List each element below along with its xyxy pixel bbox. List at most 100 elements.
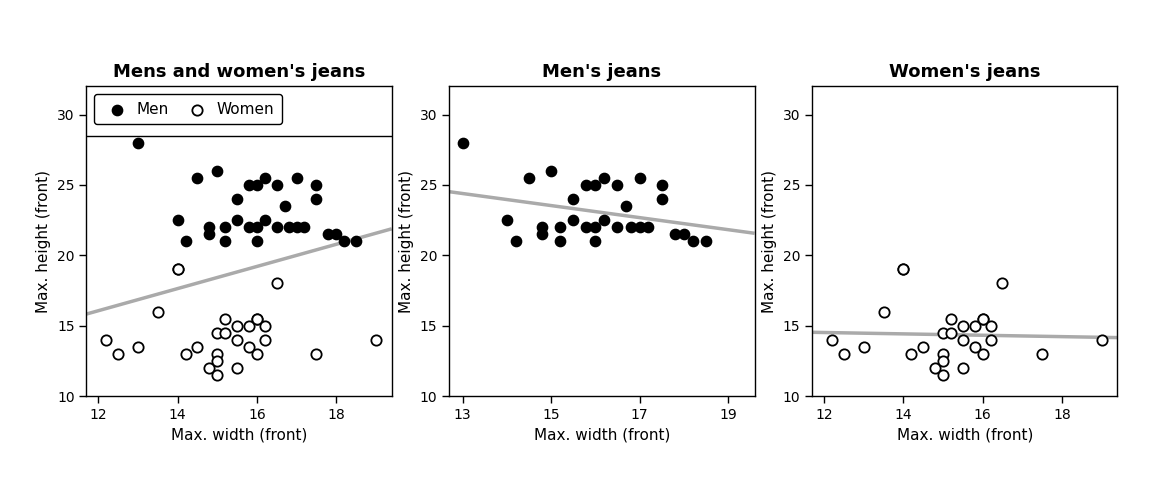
- Point: [652, 181, 670, 189]
- Point: [507, 238, 525, 245]
- Women: [149, 308, 167, 315]
- Point: [564, 195, 583, 203]
- Women: [366, 336, 385, 344]
- X-axis label: Max. width (front): Max. width (front): [170, 427, 308, 443]
- Point: [652, 195, 670, 203]
- Point: [934, 350, 953, 358]
- Point: [594, 216, 613, 224]
- Point: [855, 343, 873, 350]
- Point: [564, 216, 583, 224]
- Point: [608, 223, 627, 231]
- Women: [97, 336, 115, 344]
- Women: [256, 336, 274, 344]
- Point: [520, 174, 538, 182]
- Men: [240, 223, 258, 231]
- Men: [287, 223, 305, 231]
- Point: [926, 364, 945, 372]
- Point: [630, 223, 649, 231]
- Point: [902, 350, 920, 358]
- Men: [240, 181, 258, 189]
- Men: [228, 195, 247, 203]
- Men: [215, 238, 234, 245]
- Point: [874, 308, 893, 315]
- Point: [541, 167, 560, 175]
- Women: [200, 364, 219, 372]
- Point: [982, 336, 1000, 344]
- Men: [209, 167, 227, 175]
- Point: [577, 223, 596, 231]
- Men: [308, 181, 326, 189]
- Point: [982, 322, 1000, 329]
- Point: [973, 315, 992, 323]
- Women: [209, 329, 227, 336]
- Point: [934, 371, 953, 379]
- Point: [675, 230, 694, 238]
- Point: [914, 343, 932, 350]
- Point: [533, 223, 552, 231]
- Women: [188, 343, 206, 350]
- Point: [586, 238, 605, 245]
- Point: [697, 238, 715, 245]
- Point: [551, 238, 569, 245]
- Women: [267, 279, 286, 287]
- Men: [256, 174, 274, 182]
- Point: [894, 265, 912, 273]
- Women: [168, 265, 187, 273]
- Men: [248, 238, 266, 245]
- Point: [586, 223, 605, 231]
- Point: [965, 322, 984, 329]
- Point: [954, 364, 972, 372]
- Point: [577, 181, 596, 189]
- Men: [347, 238, 365, 245]
- Women: [308, 350, 326, 358]
- Point: [835, 350, 854, 358]
- Men: [188, 174, 206, 182]
- Title: Men's jeans: Men's jeans: [543, 63, 661, 81]
- Men: [308, 195, 326, 203]
- Men: [295, 223, 313, 231]
- Point: [639, 223, 658, 231]
- Point: [1033, 350, 1052, 358]
- Women: [129, 343, 147, 350]
- Point: [973, 315, 992, 323]
- Men: [129, 139, 147, 146]
- Point: [954, 336, 972, 344]
- Women: [240, 322, 258, 329]
- X-axis label: Max. width (front): Max. width (front): [896, 427, 1033, 443]
- Women: [209, 371, 227, 379]
- Point: [823, 336, 841, 344]
- Men: [327, 230, 346, 238]
- Women: [248, 315, 266, 323]
- Women: [215, 315, 234, 323]
- Point: [934, 329, 953, 336]
- Point: [454, 139, 472, 146]
- Women: [228, 336, 247, 344]
- Women: [215, 329, 234, 336]
- Y-axis label: Max. height (front): Max. height (front): [763, 170, 778, 312]
- Men: [168, 216, 187, 224]
- Point: [621, 223, 639, 231]
- Women: [228, 322, 247, 329]
- Title: Women's jeans: Women's jeans: [889, 63, 1040, 81]
- Y-axis label: Max. height (front): Max. height (front): [400, 170, 415, 312]
- Men: [256, 216, 274, 224]
- Women: [168, 265, 187, 273]
- Point: [586, 181, 605, 189]
- Point: [608, 181, 627, 189]
- Point: [630, 174, 649, 182]
- Women: [176, 350, 195, 358]
- Women: [228, 364, 247, 372]
- Men: [215, 223, 234, 231]
- Men: [228, 216, 247, 224]
- Women: [248, 350, 266, 358]
- Men: [280, 223, 298, 231]
- Men: [248, 181, 266, 189]
- Point: [934, 357, 953, 365]
- Men: [248, 223, 266, 231]
- Point: [666, 230, 684, 238]
- Men: [267, 223, 286, 231]
- Point: [1092, 336, 1111, 344]
- X-axis label: Max. width (front): Max. width (front): [533, 427, 670, 443]
- Legend: Men, Women: Men, Women: [94, 94, 282, 124]
- Men: [200, 230, 219, 238]
